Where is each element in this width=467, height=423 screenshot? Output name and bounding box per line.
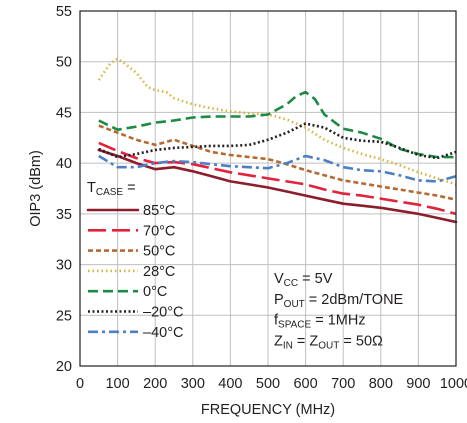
series-line bbox=[97, 57, 457, 186]
series-line bbox=[98, 154, 457, 183]
series-lines bbox=[97, 57, 458, 224]
x-tick-label: 100 bbox=[105, 376, 129, 392]
legend-label: 70°C bbox=[143, 223, 175, 239]
x-tick-label: 500 bbox=[256, 376, 280, 392]
condition-text: VCC = 5V bbox=[274, 271, 333, 289]
tick-labels: 0 100 200 300 400 500 600 700 800 900 1000 20 25 30 35… bbox=[56, 4, 467, 392]
series-line bbox=[98, 122, 457, 160]
x-tick-label: 800 bbox=[369, 376, 393, 392]
x-tick-label: 200 bbox=[143, 376, 167, 392]
x-tick-label: 1000 bbox=[440, 376, 467, 392]
y-tick-label: 30 bbox=[56, 258, 72, 274]
condition-text: ZIN = ZOUT = 50Ω bbox=[274, 333, 383, 351]
y-axis-title: OIP3 (dBm) bbox=[28, 150, 44, 227]
x-tick-label: 900 bbox=[406, 376, 430, 392]
y-tick-label: 50 bbox=[56, 55, 72, 71]
x-tick-label: 0 bbox=[76, 376, 84, 392]
series-line bbox=[98, 90, 456, 159]
legend-label: –40°C bbox=[143, 325, 183, 341]
series-line bbox=[98, 124, 457, 201]
x-axis-title: FREQUENCY (MHz) bbox=[201, 402, 335, 418]
legend-label: 0°C bbox=[143, 284, 167, 300]
y-tick-label: 25 bbox=[56, 308, 72, 324]
condition-text: fSPACE = 1MHz bbox=[274, 313, 366, 331]
x-tick-label: 700 bbox=[331, 376, 355, 392]
y-tick-label: 40 bbox=[56, 156, 72, 172]
legend-label: 85°C bbox=[143, 203, 175, 219]
x-tick-label: 600 bbox=[293, 376, 317, 392]
legend-label: 28°C bbox=[143, 264, 175, 280]
conditions-annotation: VCC = 5V POUT = 2dBm/TONE fSPACE = 1MHz ZIN… bbox=[274, 271, 404, 351]
plot-border bbox=[79, 10, 457, 367]
legend-label: –20°C bbox=[143, 305, 183, 321]
plot-frame bbox=[79, 10, 457, 367]
y-tick-label: 55 bbox=[56, 4, 72, 20]
x-tick-label: 300 bbox=[181, 376, 205, 392]
y-tick-label: 45 bbox=[56, 105, 72, 121]
x-tick-label: 400 bbox=[218, 376, 242, 392]
y-tick-label: 35 bbox=[56, 207, 72, 223]
legend: TCASE = 85°C 70°C 50°C 28°C 0°C –20°C –40°C bbox=[86, 180, 183, 341]
legend-title: TCASE = bbox=[87, 180, 136, 198]
y-tick-label: 20 bbox=[56, 359, 72, 375]
legend-label: 50°C bbox=[143, 244, 175, 260]
condition-text: POUT = 2dBm/TONE bbox=[274, 292, 404, 310]
series-line bbox=[97, 148, 458, 224]
